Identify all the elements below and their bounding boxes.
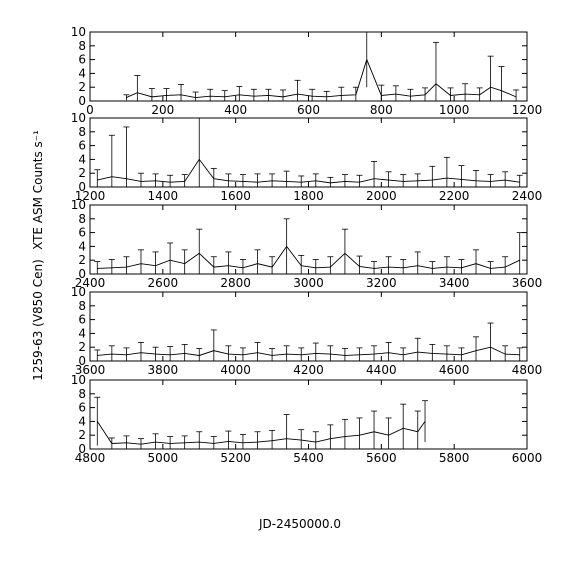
y-tick-label: 2 bbox=[78, 340, 86, 354]
x-tick-label: 5600 bbox=[366, 451, 397, 465]
x-tick-label: 0 bbox=[86, 103, 94, 117]
y-tick-label: 10 bbox=[71, 373, 86, 387]
y-tick-label: 2 bbox=[78, 428, 86, 442]
y-tick-label: 6 bbox=[78, 53, 86, 67]
x-tick-label: 200 bbox=[151, 103, 174, 117]
x-tick-label: 600 bbox=[297, 103, 320, 117]
y-tick-label: 0 bbox=[78, 442, 86, 456]
x-tick-label: 1000 bbox=[439, 103, 470, 117]
y-tick-label: 4 bbox=[78, 152, 86, 166]
x-tick-label: 4800 bbox=[75, 451, 106, 465]
data-line bbox=[97, 245, 520, 269]
panel-2 bbox=[94, 218, 523, 274]
x-tick-label: 4800 bbox=[512, 363, 543, 377]
x-tick-label: 4200 bbox=[293, 363, 324, 377]
y-tick-label: 8 bbox=[78, 212, 86, 226]
x-tick-label: 2400 bbox=[75, 276, 106, 290]
y-tick-label: 4 bbox=[78, 239, 86, 253]
x-tick-label: 2800 bbox=[220, 276, 251, 290]
y-tick-label: 4 bbox=[78, 414, 86, 428]
y-tick-label: 6 bbox=[78, 401, 86, 415]
y-tick-label: 8 bbox=[78, 299, 86, 313]
panel-1 bbox=[94, 118, 523, 187]
y-tick-label: 0 bbox=[78, 354, 86, 368]
data-line bbox=[126, 58, 517, 99]
y-tick-label: 6 bbox=[78, 226, 86, 240]
x-tick-label: 4400 bbox=[366, 363, 397, 377]
y-tick-label: 6 bbox=[78, 313, 86, 327]
data-line bbox=[97, 346, 520, 356]
panel-4 bbox=[94, 396, 429, 449]
x-tick-label: 1200 bbox=[75, 189, 106, 203]
x-tick-label: 3800 bbox=[148, 363, 179, 377]
x-tick-label: 3600 bbox=[512, 276, 543, 290]
y-tick-label: 10 bbox=[71, 111, 86, 125]
x-tick-label: 3600 bbox=[75, 363, 106, 377]
y-tick-label: 2 bbox=[78, 253, 86, 267]
x-tick-label: 3200 bbox=[366, 276, 397, 290]
y-tick-label: 10 bbox=[71, 25, 86, 39]
y-tick-label: 10 bbox=[71, 198, 86, 212]
y-tick-label: 8 bbox=[78, 387, 86, 401]
x-tick-label: 2600 bbox=[148, 276, 179, 290]
x-tick-label: 5800 bbox=[439, 451, 470, 465]
x-tick-label: 1200 bbox=[512, 103, 543, 117]
y-tick-label: 2 bbox=[78, 80, 86, 94]
x-axis-label: JD-2450000.0 bbox=[258, 517, 341, 531]
x-tick-label: 1400 bbox=[148, 189, 179, 203]
x-tick-label: 2400 bbox=[512, 189, 543, 203]
y-tick-label: 10 bbox=[71, 285, 86, 299]
panel-0 bbox=[123, 32, 520, 101]
y-axis-label: XTE ASM Counts s⁻¹ bbox=[31, 130, 45, 250]
data-line bbox=[97, 158, 520, 184]
y-tick-label: 8 bbox=[78, 125, 86, 139]
y-tick-label: 0 bbox=[78, 94, 86, 108]
x-tick-label: 5000 bbox=[148, 451, 179, 465]
x-tick-label: 4000 bbox=[220, 363, 251, 377]
data-line bbox=[96, 421, 426, 445]
y-tick-label: 0 bbox=[78, 267, 86, 281]
x-tick-label: 2000 bbox=[366, 189, 397, 203]
x-tick-label: 6000 bbox=[512, 451, 543, 465]
x-tick-label: 5200 bbox=[220, 451, 251, 465]
y-axis-label: 1259-63 (V850 Cen) bbox=[31, 259, 45, 381]
x-tick-label: 2200 bbox=[439, 189, 470, 203]
y-tick-label: 2 bbox=[78, 166, 86, 180]
y-tick-label: 4 bbox=[78, 326, 86, 340]
x-tick-label: 5400 bbox=[293, 451, 324, 465]
y-tick-label: 6 bbox=[78, 139, 86, 153]
x-tick-label: 1800 bbox=[293, 189, 324, 203]
x-tick-label: 4600 bbox=[439, 363, 470, 377]
axes-frame bbox=[89, 31, 528, 102]
y-tick-label: 4 bbox=[78, 66, 86, 80]
x-tick-label: 1600 bbox=[220, 189, 251, 203]
x-tick-label: 400 bbox=[224, 103, 247, 117]
panel-3 bbox=[94, 322, 523, 361]
x-tick-label: 3400 bbox=[439, 276, 470, 290]
y-tick-label: 8 bbox=[78, 39, 86, 53]
x-tick-label: 800 bbox=[370, 103, 393, 117]
y-tick-label: 0 bbox=[78, 180, 86, 194]
x-tick-label: 3000 bbox=[293, 276, 324, 290]
